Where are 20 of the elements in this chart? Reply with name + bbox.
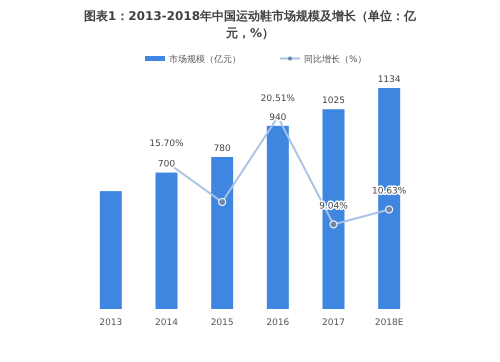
bar bbox=[266, 126, 289, 309]
data-label: 20.51% bbox=[260, 94, 296, 104]
bar bbox=[100, 191, 122, 309]
data-label: 940 bbox=[269, 112, 287, 123]
x-tick-label: 2014 bbox=[155, 318, 178, 328]
x-tick-label: 2018E bbox=[374, 318, 404, 328]
x-tick-label: 2016 bbox=[266, 318, 290, 328]
data-label: 15.70% bbox=[149, 139, 184, 150]
legend-label: 同比增长（%） bbox=[304, 54, 367, 65]
x-tick-label: 2015 bbox=[210, 318, 234, 328]
title: 图表1：2013-2018年中国运动鞋市场规模及增长（单位：亿元，%） bbox=[84, 9, 416, 40]
bar bbox=[211, 156, 234, 309]
bar bbox=[156, 172, 178, 309]
data-label: 1134 bbox=[378, 75, 401, 85]
x-tick-label: 2013 bbox=[99, 318, 122, 328]
x-tick-label: 2017 bbox=[322, 318, 345, 328]
legend-label: 市场规模（亿元） bbox=[169, 54, 241, 65]
data-label: 1025 bbox=[322, 96, 345, 106]
data-label: 780 bbox=[214, 144, 232, 154]
data-label: 700 bbox=[158, 160, 176, 170]
